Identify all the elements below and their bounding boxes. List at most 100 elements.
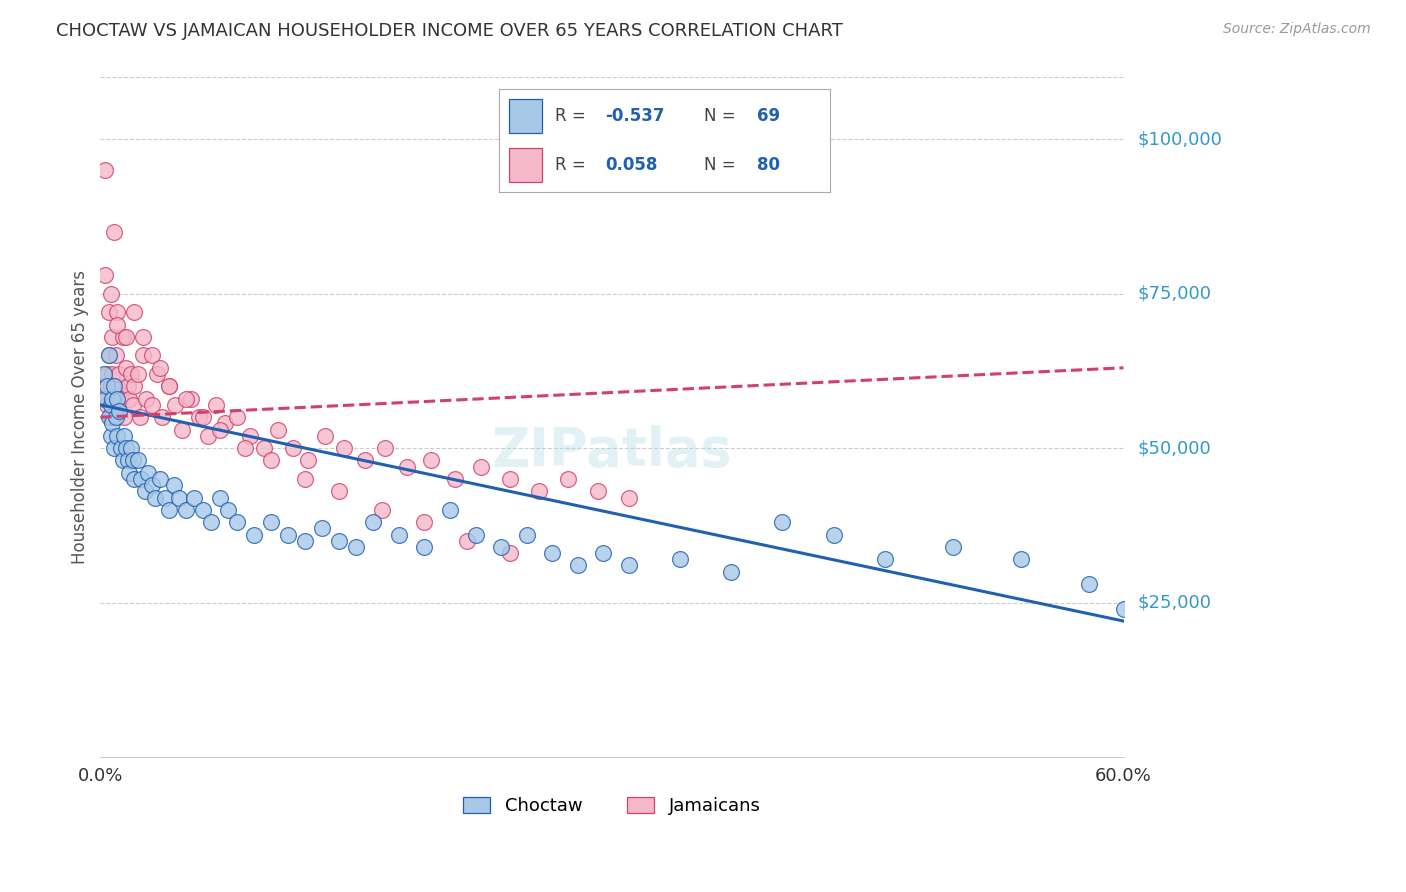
Point [104,348,127,362]
Point [225,410,247,425]
Text: $100,000: $100,000 [1137,130,1222,148]
Point [107,305,129,319]
Point [370,503,392,517]
Point [333,441,356,455]
Point [108,404,131,418]
Point [823,527,845,541]
Point [1112,601,1135,615]
Point [617,558,640,573]
Point [100,379,122,393]
Point [328,484,350,499]
Point [617,491,640,505]
Point [143,491,166,505]
Point [100,398,122,412]
Point [208,491,231,505]
Point [439,503,461,517]
Point [127,453,149,467]
Point [281,441,304,455]
Point [100,286,122,301]
Point [94,268,117,282]
Point [413,515,436,529]
Point [217,503,239,517]
Point [120,367,142,381]
Point [188,410,211,425]
Point [225,515,247,529]
Point [253,441,276,455]
Point [124,305,146,319]
Point [456,533,478,548]
Point [118,466,141,480]
Point [117,453,139,467]
Point [260,515,283,529]
Point [132,330,155,344]
Point [527,484,550,499]
Point [464,527,486,541]
Point [145,367,167,381]
Point [103,392,125,406]
Point [165,398,187,412]
Point [157,379,180,393]
Point [97,348,120,362]
Point [167,491,190,505]
Text: ZIPatlas: ZIPatlas [492,425,733,477]
Text: N =: N = [704,107,741,126]
Point [128,410,150,425]
Point [150,410,173,425]
Point [294,533,316,548]
Point [191,503,214,517]
Point [361,515,384,529]
Point [100,410,122,425]
Point [103,441,125,455]
Point [97,305,120,319]
Point [112,428,135,442]
Point [174,503,197,517]
Point [134,484,156,499]
Point [149,360,172,375]
Text: $50,000: $50,000 [1137,439,1211,457]
Point [115,441,138,455]
Point [205,398,228,412]
Text: $25,000: $25,000 [1137,593,1212,612]
Point [172,423,194,437]
Point [135,392,157,406]
Point [111,453,134,467]
Point [413,540,436,554]
Point [191,410,214,425]
Point [108,367,131,381]
Point [388,527,411,541]
Point [117,379,139,393]
Point [96,398,118,412]
Point [157,503,180,517]
Point [374,441,396,455]
Point [592,546,614,560]
Point [97,410,120,425]
Point [516,527,538,541]
Point [118,392,141,406]
Text: N =: N = [704,155,741,174]
Point [420,453,443,467]
Point [277,527,299,541]
Point [183,491,205,505]
Y-axis label: Householder Income Over 65 years: Householder Income Over 65 years [72,270,89,565]
Point [243,527,266,541]
Point [163,478,186,492]
Text: $75,000: $75,000 [1137,285,1212,302]
Point [344,540,367,554]
Text: CHOCTAW VS JAMAICAN HOUSEHOLDER INCOME OVER 65 YEARS CORRELATION CHART: CHOCTAW VS JAMAICAN HOUSEHOLDER INCOME O… [56,22,844,40]
Point [103,225,125,239]
Point [110,441,132,455]
Point [873,552,896,566]
Point [115,330,138,344]
Point [93,379,115,393]
Point [101,392,124,406]
Point [314,428,336,442]
Point [115,360,138,375]
Point [498,472,520,486]
Point [107,428,129,442]
Point [121,398,143,412]
Point [97,348,120,362]
Point [141,478,163,492]
Point [100,428,122,442]
Point [121,453,143,467]
Point [96,379,118,393]
